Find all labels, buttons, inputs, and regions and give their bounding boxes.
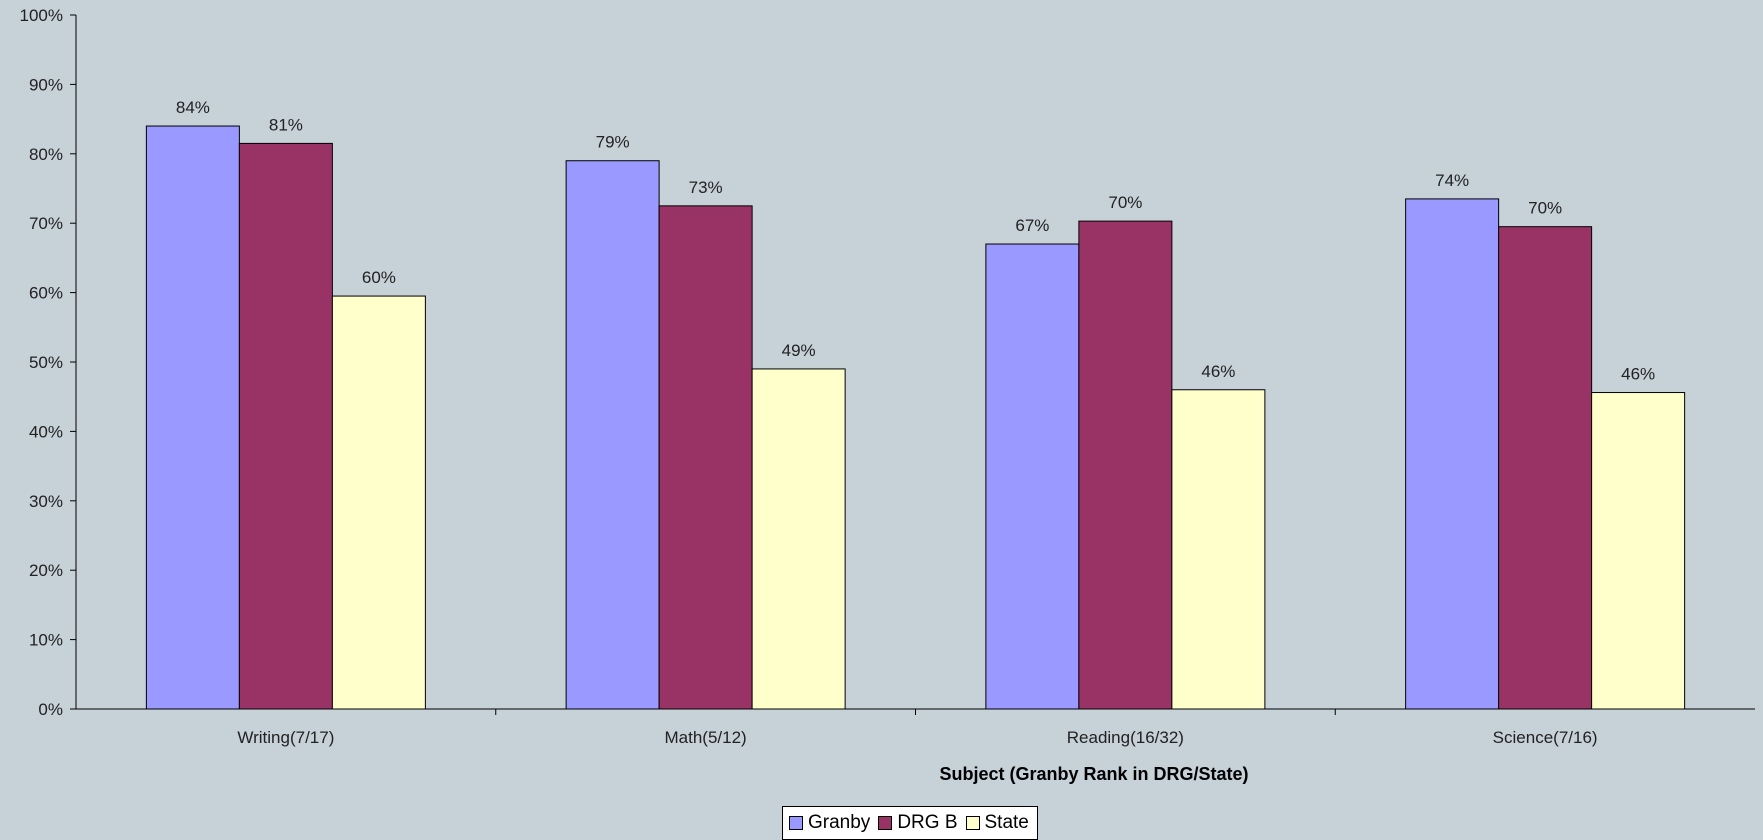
y-tick-label: 60% [29,284,63,303]
data-label: 67% [1015,216,1049,235]
bar-state [331,295,426,710]
category-label: Reading(16/32) [1067,728,1184,747]
legend-item: Granby [789,812,870,834]
y-tick-label: 100% [20,6,63,25]
y-tick-label: 0% [38,700,63,719]
y-tick-label: 40% [29,422,63,441]
bar-granby [145,125,240,710]
legend-label: State [984,812,1029,833]
data-label: 70% [1528,199,1562,218]
bar-state [751,368,846,710]
bar-drg-b [658,205,753,710]
legend-item: State [965,812,1029,834]
x-axis-title: Subject (Granby Rank in DRG/State) [939,764,1248,784]
data-label: 46% [1621,365,1655,384]
data-label: 74% [1435,171,1469,190]
data-label: 73% [689,178,723,197]
legend: Granby DRG B State [782,806,1038,840]
legend-swatch [965,816,980,830]
y-tick-label: 20% [29,561,63,580]
bar-drg-b [1498,226,1593,710]
bar-granby [1405,198,1500,710]
legend-item: DRG B [878,812,958,834]
data-label: 79% [596,133,630,152]
y-axis: 0% 10% 20% 30% 40% 50% 60% 70% 80% 90% 100% [20,6,77,719]
bar-state [1591,392,1686,710]
y-tick-label: 30% [29,492,63,511]
bar-chart: 0% 10% 20% 30% 40% 50% 60% 70% 80% 90% 100% 84% 81%… [20,6,1755,784]
legend-swatch [789,816,803,830]
data-label: 81% [269,115,303,134]
bars [145,125,1686,710]
data-label: 60% [362,268,396,287]
legend-label: Granby [808,812,871,833]
data-label: 46% [1201,362,1235,381]
bar-drg-b [238,142,333,710]
data-labels: 84% 81% 60% 79% 73% 49% 67% 70% 46% 74% 70% 46% [176,98,1655,383]
data-label: 49% [782,341,816,360]
y-tick-label: 90% [29,75,63,94]
bar-drg-b [1078,220,1173,710]
y-tick-label: 80% [29,145,63,164]
category-label: Writing(7/17) [237,728,334,747]
y-tick-label: 70% [29,214,63,233]
category-label: Math(5/12) [665,728,747,747]
legend-label: DRG B [897,812,958,833]
category-label: Science(7/16) [1493,728,1598,747]
bar-state [1171,389,1266,710]
bar-granby [565,160,660,710]
y-tick-label: 50% [29,353,63,372]
legend-swatch [878,816,893,830]
y-tick-label: 10% [29,631,63,650]
bar-granby [985,243,1080,710]
data-label: 84% [176,98,210,117]
data-label: 70% [1108,193,1142,212]
x-axis: Writing(7/17) Math(5/12) Reading(16/32) Sci… [76,708,1755,747]
